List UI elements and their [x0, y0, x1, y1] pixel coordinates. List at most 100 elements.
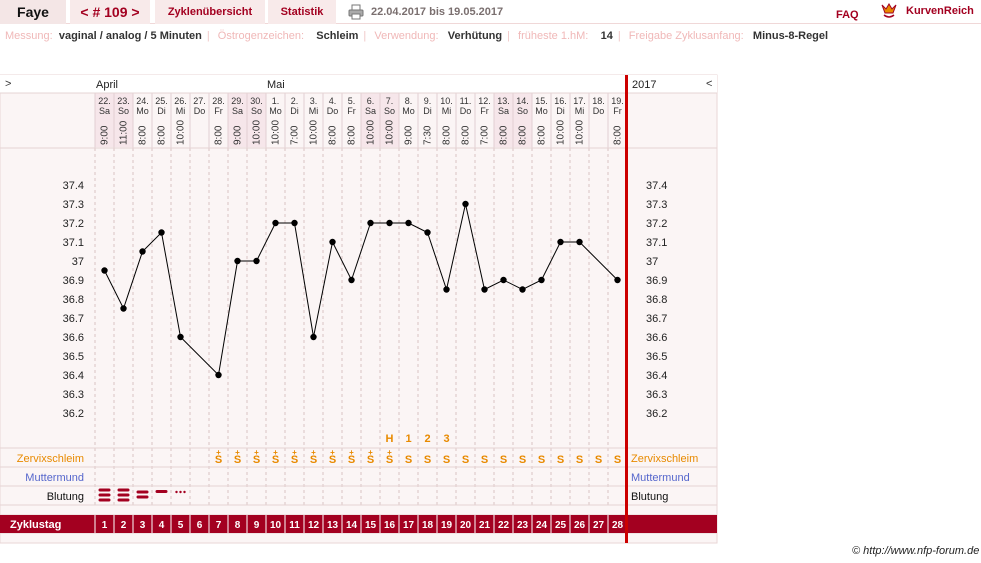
- day-date: 26.: [174, 96, 187, 106]
- temp-tick-left: 37.2: [63, 218, 84, 230]
- temperature-point: [538, 276, 545, 284]
- temperature-point: [329, 238, 336, 246]
- cycle-day-number: 5: [178, 520, 184, 531]
- day-weekday: So: [517, 106, 528, 116]
- mucus-symbol: S: [557, 454, 564, 466]
- bleeding-mark: [117, 488, 130, 492]
- day-date: 16.: [554, 96, 567, 106]
- measure-time: 8:00: [214, 125, 225, 145]
- mucus-plus: +: [368, 448, 373, 457]
- bleeding-row-label: Blutung: [47, 491, 84, 503]
- bleeding-mark: [136, 490, 149, 494]
- crown-logo-icon[interactable]: [880, 1, 898, 19]
- mucus-plus: +: [349, 448, 354, 457]
- weekend-column-bg: [247, 93, 266, 147]
- temp-tick-right: 37.3: [646, 199, 667, 211]
- temperature-point: [367, 219, 374, 227]
- date-range: 22.04.2017 bis 19.05.2017: [371, 6, 504, 18]
- measure-time: 10:00: [575, 120, 586, 145]
- mucus-plus: +: [235, 448, 240, 457]
- measure-time: 10:00: [366, 120, 377, 145]
- day-date: 24.: [136, 96, 149, 106]
- day-weekday: So: [118, 106, 129, 116]
- day-weekday: Mi: [309, 106, 319, 116]
- measure-time: 10:00: [309, 120, 320, 145]
- day-date: 29.: [231, 96, 244, 106]
- mucus-plus: +: [292, 448, 297, 457]
- peak-marker: 2: [424, 433, 430, 445]
- next-cycle-arrow[interactable]: <: [706, 78, 712, 90]
- cycle-day-number: 27: [593, 520, 605, 531]
- cycle-day-number: 6: [197, 520, 203, 531]
- cycle-navigator[interactable]: < # 109 >: [70, 0, 150, 24]
- mucus-symbol: S: [348, 454, 355, 466]
- bleeding-mark: [136, 495, 149, 499]
- day-date: 8.: [405, 96, 413, 106]
- cervix-row-label-right: Muttermund: [631, 472, 690, 484]
- statistics-button[interactable]: Statistik: [268, 0, 336, 24]
- mucus-symbol: S: [386, 454, 393, 466]
- day-weekday: Mo: [136, 106, 149, 116]
- weekend-column-bg: [513, 93, 532, 147]
- day-date: 15.: [535, 96, 548, 106]
- peak-marker: 3: [443, 433, 449, 445]
- meta-label: früheste 1.hM:: [518, 30, 589, 42]
- temperature-point: [158, 229, 165, 236]
- bleeding-row-label-right: Blutung: [631, 491, 668, 503]
- mucus-plus: +: [273, 448, 278, 457]
- cycle-day-number: 20: [460, 520, 472, 531]
- day-weekday: Mi: [442, 106, 452, 116]
- day-weekday: Di: [423, 106, 432, 116]
- user-name: Faye: [0, 0, 66, 24]
- copyright[interactable]: © http://www.nfp-forum.de: [852, 545, 980, 557]
- temperature-point: [291, 219, 298, 227]
- day-weekday: Sa: [232, 106, 243, 116]
- temperature-point: [310, 333, 317, 341]
- temperature-point: [215, 371, 222, 379]
- month-label: Mai: [267, 79, 285, 91]
- temperature-point: [386, 219, 393, 227]
- bleeding-spot: [179, 490, 182, 494]
- day-date: 23.: [117, 96, 130, 106]
- temperature-point: [424, 229, 431, 236]
- prev-cycle-arrow[interactable]: >: [5, 78, 11, 90]
- cycle-day-number: 28: [612, 520, 624, 531]
- measure-time: 11:00: [119, 120, 130, 145]
- meta-label: Östrogenzeichen:: [217, 30, 304, 42]
- temp-tick-right: 36.5: [646, 351, 667, 363]
- cycle-day-number: 13: [327, 520, 339, 531]
- mucus-row-label: Zervixschleim: [17, 453, 84, 465]
- day-date: 18.: [592, 96, 605, 106]
- day-weekday: Mo: [535, 106, 548, 116]
- faq-link[interactable]: FAQ: [836, 9, 859, 21]
- temperature-line: [104, 203, 618, 377]
- cycle-day-number: 18: [422, 520, 434, 531]
- cycle-day-number: 22: [498, 520, 510, 531]
- meta-value: 14: [600, 30, 613, 42]
- cycle-day-number: 12: [308, 520, 320, 531]
- mucus-symbol: S: [253, 454, 260, 466]
- day-weekday: Di: [157, 106, 166, 116]
- day-weekday: So: [384, 106, 395, 116]
- cycle-day-number: 2: [121, 520, 127, 531]
- day-weekday: Do: [593, 106, 605, 116]
- bleeding-mark: [155, 490, 168, 493]
- temp-tick-right: 37: [646, 256, 658, 268]
- day-weekday: Mi: [575, 106, 585, 116]
- cycle-day-number: 8: [235, 520, 241, 531]
- cycle-day-number: 23: [517, 520, 529, 531]
- measure-time: 7:30: [423, 125, 434, 145]
- printer-icon[interactable]: [348, 4, 364, 20]
- measure-time: 9:00: [100, 125, 111, 145]
- temp-tick-right: 36.2: [646, 408, 667, 420]
- measure-time: 8:00: [347, 125, 358, 145]
- day-weekday: Di: [290, 106, 299, 116]
- meta-info: Messung: vaginal / analog / 5 Minuten | Ö…: [5, 30, 829, 42]
- bleeding-mark: [117, 498, 130, 502]
- brand-name[interactable]: KurvenReich: [906, 5, 974, 17]
- mucus-plus: +: [311, 448, 316, 457]
- temp-tick-left: 36.7: [63, 313, 84, 325]
- cycle-overview-button[interactable]: Zyklenübersicht: [155, 0, 265, 24]
- day-weekday: Sa: [99, 106, 110, 116]
- temp-tick-left: 36.6: [63, 332, 84, 344]
